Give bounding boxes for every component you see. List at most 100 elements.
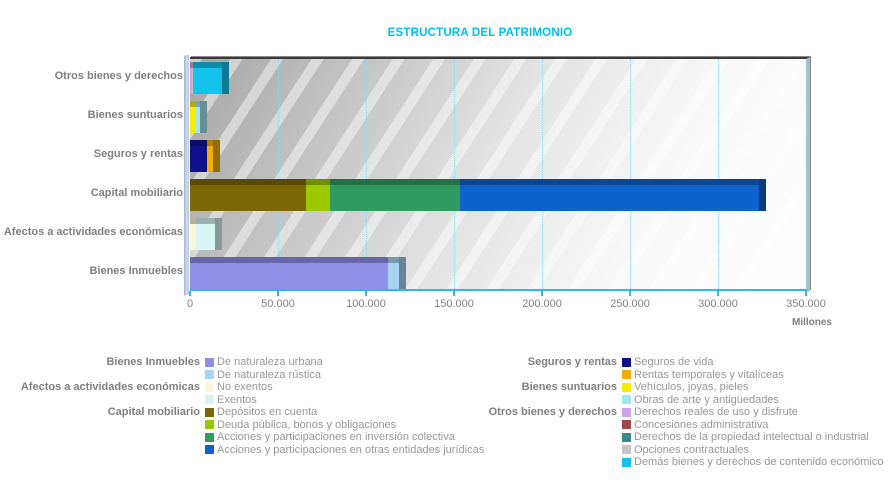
bar-row-3 (190, 176, 806, 215)
bar-segment-top-face (306, 179, 330, 185)
legend-group-label: Seguros y rentas (527, 356, 617, 369)
legend-swatch (205, 432, 214, 442)
legend-item: Demás bienes y derechos de contenido eco… (447, 456, 883, 469)
legend-item-label: Derechos reales de uso y disfrute (634, 406, 798, 419)
x-tick-mark (805, 291, 807, 296)
legend-swatch (622, 382, 631, 392)
gridline-200.000 (542, 59, 543, 289)
legend-item: Acciones y participaciones en otras enti… (0, 444, 484, 457)
legend-group-label: Bienes suntuarios (521, 381, 617, 394)
x-tick-label: 350.000 (786, 298, 826, 310)
x-tick-mark (541, 291, 543, 296)
bar-row-1 (190, 98, 806, 137)
legend-swatch (622, 457, 631, 467)
bar-row-5 (190, 254, 806, 293)
x-tick-mark (717, 291, 719, 296)
stacked-bar (190, 179, 767, 211)
bar-row-4 (190, 215, 806, 254)
axis-unit-label: Millones (791, 317, 832, 328)
legend-right-column: Seguros y rentas Seguros de vida Rentas te… (447, 356, 884, 469)
legend-item-label: Seguros de vida (634, 356, 714, 369)
legend-swatch (622, 370, 631, 380)
bar-segment-top-face (190, 179, 307, 185)
bar-side-face (199, 101, 207, 133)
legend-item: Derechos de la propiedad intelectual o i… (447, 431, 883, 444)
stacked-bar (190, 101, 207, 133)
legend-item-label: Demás bienes y derechos de contenido eco… (634, 456, 884, 469)
gridline-350.000 (806, 59, 807, 289)
x-tick-mark (365, 291, 367, 296)
bar-side-face (222, 62, 230, 94)
legend-item-label: Depósitos en cuenta (217, 406, 318, 419)
bar-row-2 (190, 137, 806, 176)
x-tick-mark (277, 291, 279, 296)
y-axis-label: Otros bienes y derechos (54, 70, 183, 82)
legend-item: Obras de arte y antigüedades (447, 394, 883, 407)
y-axis-label: Bienes suntuarios (87, 109, 183, 121)
legend-item: De naturaleza rústica (0, 369, 484, 382)
legend-item-label: Obras de arte y antigüedades (634, 393, 779, 406)
legend-item-label: No exentos (217, 381, 273, 394)
bar-segment-top-face (190, 62, 192, 68)
legend-swatch (622, 407, 631, 417)
legend-item: Bienes suntuarios Vehículos, joyas, piele… (447, 381, 883, 394)
stacked-bar (190, 218, 223, 250)
stacked-bar (190, 140, 221, 172)
bar-segment-top-face (195, 218, 216, 224)
bar-segment (190, 62, 192, 94)
bar-side-face (759, 179, 767, 211)
y-axis-label: Bienes Inmuebles (89, 265, 183, 277)
bar-segment (190, 101, 197, 133)
bar-side-face (213, 140, 221, 172)
legend-item-label: Rentas temporales y vitalíceas (634, 368, 784, 381)
legend-item: Capital mobiliario Depósitos en cuenta (0, 406, 484, 419)
legend-item-label: Opciones contractuales (634, 443, 749, 456)
x-tick-label: 250.000 (610, 298, 650, 310)
bar-segment (190, 218, 196, 250)
gridline-50.000 (278, 59, 279, 289)
bar-segment (190, 140, 207, 172)
legend-item-label: Vehículos, joyas, pieles (634, 381, 749, 394)
legend-item-label: Acciones y participaciones en otras enti… (217, 443, 485, 456)
legend-item-label: De naturaleza urbana (217, 356, 323, 369)
legend-group-label: Bienes Inmuebles (106, 356, 200, 369)
legend-swatch (205, 445, 214, 455)
legend-item: Deuda pública, bonos y obligaciones (0, 419, 484, 432)
gridline-300.000 (718, 59, 719, 289)
stacked-bar (190, 257, 407, 289)
legend-item: Exentos (0, 394, 484, 407)
bar-side-face (399, 257, 407, 289)
legend-item-label: Deuda pública, bonos y obligaciones (217, 418, 397, 431)
bar-segment (196, 101, 200, 133)
stacked-bar (190, 62, 230, 94)
bar-segment (329, 179, 461, 211)
bar-segment (206, 140, 214, 172)
legend-swatch (205, 395, 214, 405)
legend-group-label: Afectos a actividades económicas (20, 381, 200, 394)
legend-swatch (205, 370, 214, 380)
legend-item-label: Exentos (217, 393, 257, 406)
x-tick-label: 0 (186, 298, 194, 310)
bar-segment (190, 179, 307, 211)
bar-segment (195, 218, 216, 250)
bar-segment (306, 179, 330, 211)
bar-segment (460, 179, 760, 211)
legend-swatch (205, 382, 214, 392)
legend-swatch (205, 407, 214, 417)
bar-segment-top-face (460, 179, 760, 185)
legend-item-label: Concesiones administrativa (634, 418, 769, 431)
axis-left-wall (184, 54, 189, 296)
legend-swatch (622, 432, 631, 442)
gridline-150.000 (454, 59, 455, 289)
legend-swatch (622, 357, 631, 367)
legend-group-label: Capital mobiliario (107, 406, 200, 419)
legend-swatch (205, 420, 214, 430)
legend-item: Opciones contractuales (447, 444, 883, 457)
x-tick-mark (453, 291, 455, 296)
legend-group-label: Otros bienes y derechos (488, 406, 617, 419)
gridline-100.000 (366, 59, 367, 289)
legend-swatch (622, 420, 631, 430)
x-tick-label: 150.000 (434, 298, 474, 310)
bar-segment (388, 257, 400, 289)
legend-item: Acciones y participaciones en inversión … (0, 431, 484, 444)
